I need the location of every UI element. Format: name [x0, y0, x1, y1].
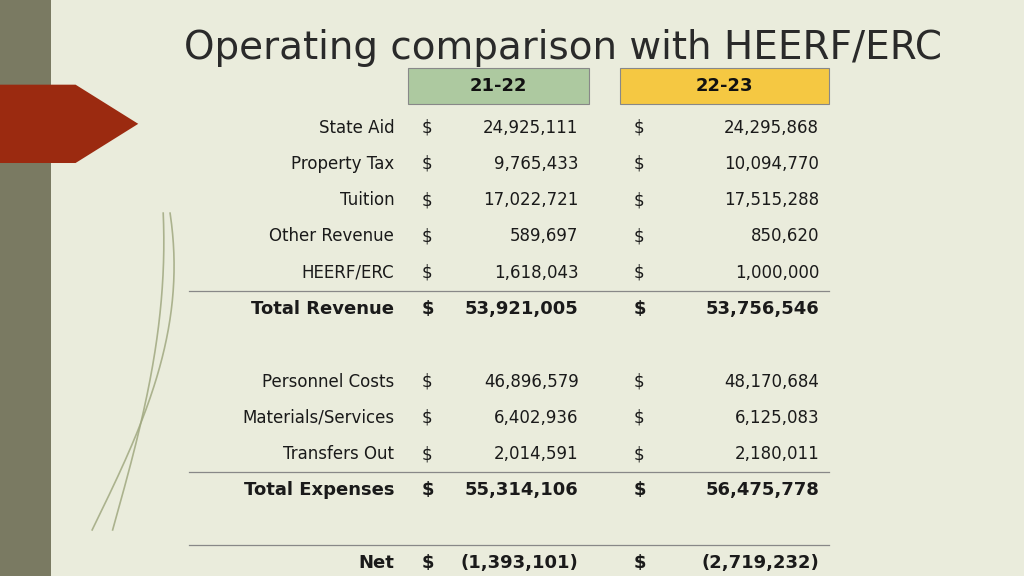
Text: Total Revenue: Total Revenue: [251, 300, 394, 318]
Text: 6,125,083: 6,125,083: [734, 409, 819, 427]
Text: 17,515,288: 17,515,288: [724, 191, 819, 209]
Text: $: $: [422, 409, 432, 427]
Text: $: $: [634, 155, 644, 173]
Text: (1,393,101): (1,393,101): [461, 554, 579, 572]
Text: $: $: [634, 409, 644, 427]
Text: 2,180,011: 2,180,011: [734, 445, 819, 463]
FancyBboxPatch shape: [408, 68, 589, 104]
Text: 53,756,546: 53,756,546: [706, 300, 819, 318]
Text: $: $: [634, 119, 644, 137]
Text: 1,618,043: 1,618,043: [494, 264, 579, 282]
Text: $: $: [634, 373, 644, 391]
Text: 2,014,591: 2,014,591: [494, 445, 579, 463]
Text: 53,921,005: 53,921,005: [465, 300, 579, 318]
Text: $: $: [422, 264, 432, 282]
Text: $: $: [422, 300, 434, 318]
Text: $: $: [422, 155, 432, 173]
Text: 1,000,000: 1,000,000: [735, 264, 819, 282]
Text: 56,475,778: 56,475,778: [706, 482, 819, 499]
Text: Operating comparison with HEERF/ERC: Operating comparison with HEERF/ERC: [184, 29, 942, 67]
Text: 6,402,936: 6,402,936: [494, 409, 579, 427]
Text: $: $: [634, 264, 644, 282]
Text: $: $: [634, 191, 644, 209]
Text: Personnel Costs: Personnel Costs: [262, 373, 394, 391]
FancyBboxPatch shape: [620, 68, 829, 104]
Text: Total Expenses: Total Expenses: [244, 482, 394, 499]
Text: State Aid: State Aid: [318, 119, 394, 137]
Text: $: $: [634, 482, 646, 499]
Text: $: $: [634, 554, 646, 572]
Text: HEERF/ERC: HEERF/ERC: [302, 264, 394, 282]
Text: Property Tax: Property Tax: [291, 155, 394, 173]
Text: $: $: [422, 373, 432, 391]
Text: $: $: [634, 445, 644, 463]
Text: 24,925,111: 24,925,111: [483, 119, 579, 137]
Text: 850,620: 850,620: [751, 228, 819, 245]
Text: Tuition: Tuition: [340, 191, 394, 209]
Text: Net: Net: [358, 554, 394, 572]
Text: 10,094,770: 10,094,770: [724, 155, 819, 173]
Text: 17,022,721: 17,022,721: [483, 191, 579, 209]
Text: 48,170,684: 48,170,684: [724, 373, 819, 391]
Text: Materials/Services: Materials/Services: [242, 409, 394, 427]
Text: $: $: [422, 119, 432, 137]
Text: $: $: [422, 554, 434, 572]
Text: (2,719,232): (2,719,232): [701, 554, 819, 572]
Text: 21-22: 21-22: [469, 77, 527, 95]
Text: $: $: [634, 228, 644, 245]
Text: Other Revenue: Other Revenue: [269, 228, 394, 245]
Text: $: $: [422, 445, 432, 463]
Text: $: $: [422, 482, 434, 499]
Text: Transfers Out: Transfers Out: [284, 445, 394, 463]
Polygon shape: [0, 85, 138, 163]
Text: $: $: [422, 191, 432, 209]
Text: $: $: [634, 300, 646, 318]
Text: 9,765,433: 9,765,433: [494, 155, 579, 173]
Text: 55,314,106: 55,314,106: [465, 482, 579, 499]
Text: 46,896,579: 46,896,579: [483, 373, 579, 391]
Text: $: $: [422, 228, 432, 245]
FancyBboxPatch shape: [0, 0, 51, 576]
Text: 22-23: 22-23: [695, 77, 754, 95]
Text: 24,295,868: 24,295,868: [724, 119, 819, 137]
Text: 589,697: 589,697: [510, 228, 579, 245]
